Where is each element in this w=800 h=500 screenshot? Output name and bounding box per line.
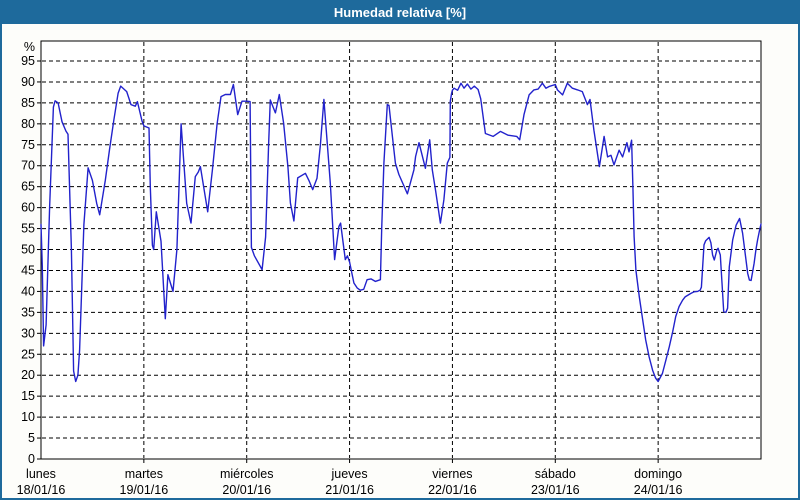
y-tick-label-60: 60 <box>21 201 35 215</box>
y-tick-label-30: 30 <box>21 326 35 340</box>
y-tick-label-15: 15 <box>21 389 35 403</box>
x-day-label-miércoles: miércoles <box>220 467 274 481</box>
x-day-label-viernes: viernes <box>432 467 472 481</box>
y-axis-unit-label: % <box>24 40 35 54</box>
x-date-label-sábado: 23/01/16 <box>531 483 580 497</box>
y-tick-label-90: 90 <box>21 75 35 89</box>
y-tick-label-40: 40 <box>21 284 35 298</box>
y-tick-label-5: 5 <box>28 431 35 445</box>
y-tick-label-20: 20 <box>21 368 35 382</box>
y-tick-label-70: 70 <box>21 159 35 173</box>
x-day-label-domingo: domingo <box>634 467 682 481</box>
x-date-label-viernes: 22/01/16 <box>428 483 477 497</box>
y-tick-label-75: 75 <box>21 138 35 152</box>
x-date-label-martes: 19/01/16 <box>120 483 169 497</box>
y-tick-label-65: 65 <box>21 180 35 194</box>
x-date-label-jueves: 21/01/16 <box>325 483 374 497</box>
y-tick-label-95: 95 <box>21 54 35 68</box>
y-tick-label-10: 10 <box>21 410 35 424</box>
y-tick-label-80: 80 <box>21 117 35 131</box>
y-tick-label-85: 85 <box>21 96 35 110</box>
page-title: Humedad relativa [%] <box>333 5 467 20</box>
y-tick-label-0: 0 <box>28 452 35 466</box>
x-day-label-jueves: jueves <box>331 467 368 481</box>
x-date-label-miércoles: 20/01/16 <box>222 483 271 497</box>
x-date-label-lunes: 18/01/16 <box>17 483 66 497</box>
y-tick-label-35: 35 <box>21 305 35 319</box>
x-day-label-martes: martes <box>125 467 163 481</box>
plot-frame <box>40 40 762 460</box>
y-tick-label-45: 45 <box>21 263 35 277</box>
x-date-label-domingo: 24/01/16 <box>634 483 683 497</box>
y-tick-label-50: 50 <box>21 243 35 257</box>
y-tick-label-25: 25 <box>21 347 35 361</box>
series-line-humedad-relativa <box>40 82 762 383</box>
x-day-label-lunes: lunes <box>26 467 56 481</box>
title-bar: Humedad relativa [%] <box>2 2 798 24</box>
x-day-label-sábado: sábado <box>535 467 576 481</box>
y-tick-label-55: 55 <box>21 222 35 236</box>
